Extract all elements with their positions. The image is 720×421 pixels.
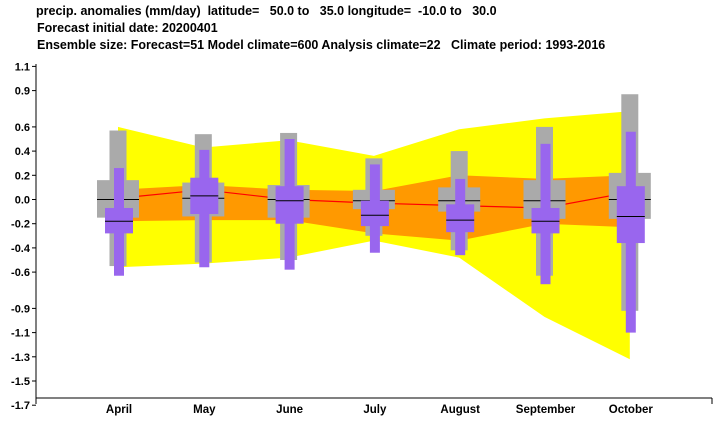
x-category-label: April	[106, 404, 132, 416]
y-tick-label: -1.1	[11, 328, 30, 340]
y-tick-label: 1.1	[15, 61, 30, 73]
y-tick-label: -0.2	[11, 219, 30, 231]
chart-title: precip. anomalies (mm/day) latitude= 50.…	[36, 4, 497, 18]
forecast-date-label: Forecast initial date: 20200401	[37, 21, 218, 35]
forecast-box	[531, 207, 560, 234]
y-tick-label: 0.4	[15, 146, 31, 158]
y-tick-label: -0.4	[11, 243, 31, 255]
forecast-box	[360, 200, 389, 227]
ensemble-info-label: Ensemble size: Forecast=51 Model climate…	[37, 38, 606, 52]
forecast-box	[616, 186, 645, 244]
x-category-label: September	[516, 404, 576, 416]
y-tick-label: 0.0	[15, 195, 30, 207]
x-category-label: October	[609, 404, 654, 416]
forecast-box	[105, 207, 133, 234]
x-category-label: August	[440, 404, 480, 416]
y-tick-label: -1.7	[11, 400, 30, 412]
y-tick-label: 0.6	[15, 122, 30, 134]
x-category-label: July	[363, 404, 387, 416]
x-category-label: June	[276, 404, 303, 416]
y-tick-label: -1.3	[11, 352, 30, 364]
forecast-box	[446, 204, 475, 233]
forecast-box	[275, 186, 304, 224]
x-category-label: May	[193, 404, 216, 416]
y-tick-label: -1.5	[11, 376, 30, 388]
y-tick-label: 0.9	[15, 86, 30, 98]
y-tick-label: 0.2	[15, 170, 30, 182]
y-tick-label: -0.6	[11, 267, 30, 279]
y-tick-label: -0.9	[11, 303, 30, 315]
